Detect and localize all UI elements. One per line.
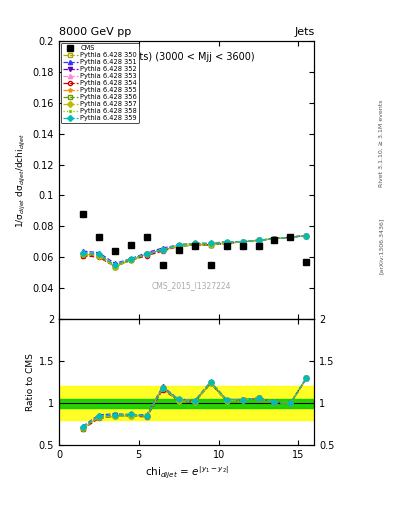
Text: [arXiv:1306.3436]: [arXiv:1306.3436] [379, 218, 384, 274]
Text: Rivet 3.1.10, ≥ 3.1M events: Rivet 3.1.10, ≥ 3.1M events [379, 100, 384, 187]
Legend: CMS, Pythia 6.428 350, Pythia 6.428 351, Pythia 6.428 352, Pythia 6.428 353, Pyt: CMS, Pythia 6.428 350, Pythia 6.428 351,… [61, 43, 139, 123]
X-axis label: chi$_{dijet}$ = $e^{|y_1 - y_2|}$: chi$_{dijet}$ = $e^{|y_1 - y_2|}$ [145, 464, 229, 481]
Y-axis label: Ratio to CMS: Ratio to CMS [26, 353, 35, 411]
Bar [59, 387, 314, 420]
Text: Jets: Jets [294, 28, 314, 37]
Y-axis label: 1/σ$_{dijet}$ dσ$_{dijet}$/dchi$_{dijet}$: 1/σ$_{dijet}$ dσ$_{dijet}$/dchi$_{dijet}… [15, 133, 28, 228]
Text: 8000 GeV pp: 8000 GeV pp [59, 28, 131, 37]
Text: χ (jets) (3000 < Mjj < 3600): χ (jets) (3000 < Mjj < 3600) [118, 52, 255, 62]
Text: CMS_2015_I1327224: CMS_2015_I1327224 [152, 281, 231, 290]
Bar [59, 399, 314, 408]
